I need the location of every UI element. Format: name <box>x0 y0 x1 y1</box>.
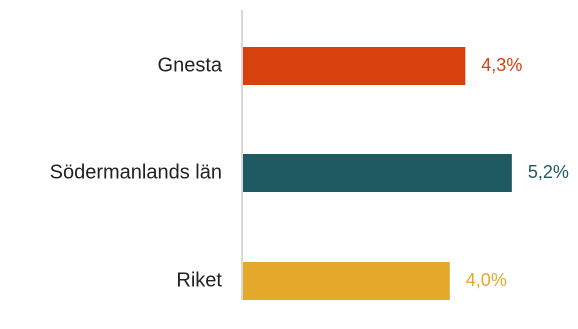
category-label: Södermanlands län <box>50 161 222 183</box>
bar <box>243 262 450 300</box>
bar <box>243 154 512 192</box>
category-label: Gnesta <box>158 54 223 76</box>
data-label: 5,2% <box>528 162 569 182</box>
bar <box>243 47 466 85</box>
category-label: Riket <box>176 269 222 291</box>
data-label: 4,3% <box>481 55 522 75</box>
data-label: 4,0% <box>466 270 507 290</box>
